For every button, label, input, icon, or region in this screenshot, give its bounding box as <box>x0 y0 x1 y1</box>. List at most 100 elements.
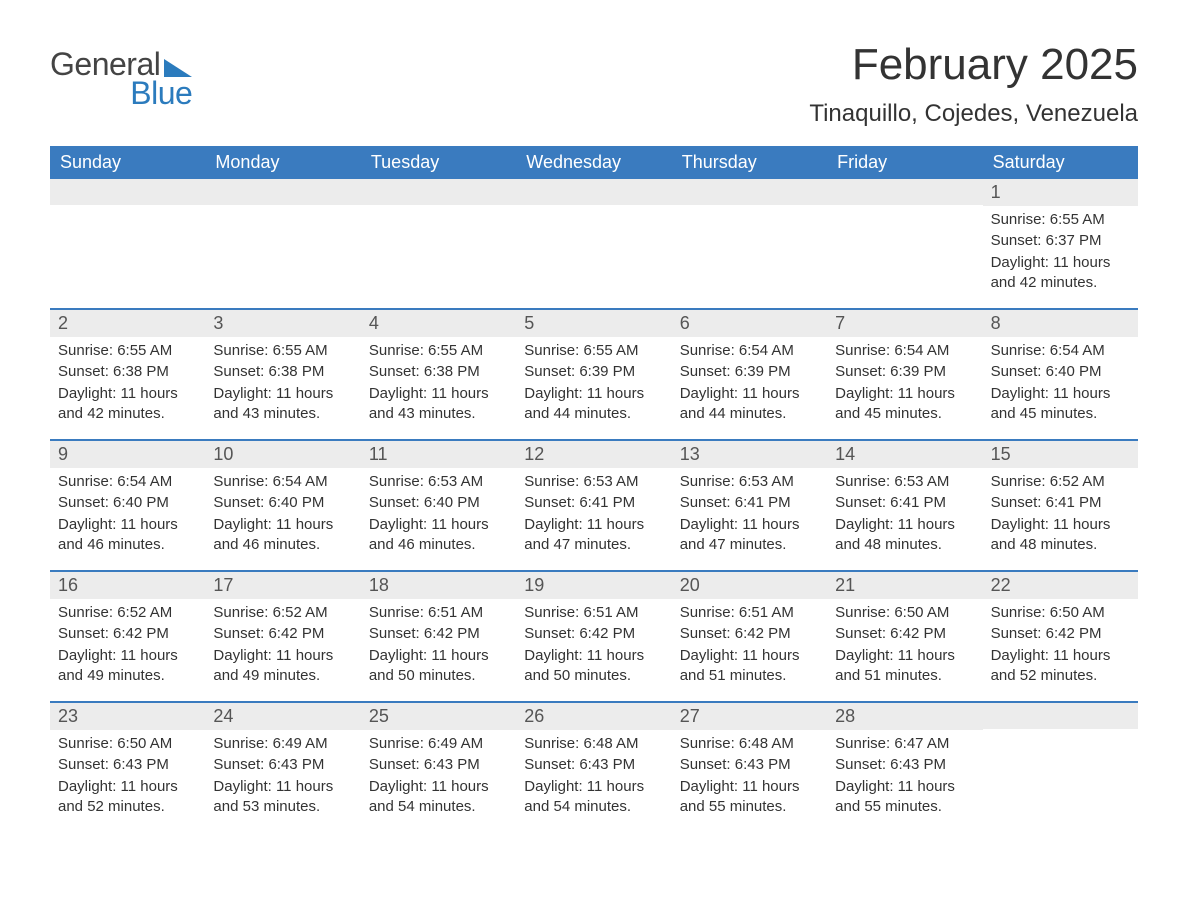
day-number: 2 <box>50 310 205 337</box>
day-info: Sunrise: 6:47 AMSunset: 6:43 PMDaylight:… <box>827 734 982 817</box>
calendar-day-cell <box>50 179 205 308</box>
calendar-day-cell: 27 Sunrise: 6:48 AMSunset: 6:43 PMDayligh… <box>672 703 827 832</box>
calendar-day-cell: 6Sunrise: 6:54 AMSunset: 6:39 PMDaylight… <box>672 310 827 439</box>
calendar-day-cell <box>827 179 982 308</box>
calendar-day-cell: 19 Sunrise: 6:51 AMSunset: 6:42 PMDayligh… <box>516 572 671 701</box>
calendar-day-cell: 9Sunrise: 6:54 AMSunset: 6:40 PMDaylight… <box>50 441 205 570</box>
day-info: Sunrise: 6:48 AMSunset: 6:43 PMDaylight:… <box>672 734 827 817</box>
calendar-day-cell: 16Sunrise: 6:52 AMSunset: 6:42 PMDayligh… <box>50 572 205 701</box>
location-subtitle: Tinaquillo, Cojedes, Venezuela <box>809 100 1138 128</box>
day-info: Sunrise: 6:50 AMSunset: 6:42 PMDaylight:… <box>827 603 982 686</box>
calendar-day-cell: 14Sunrise: 6:53 AMSunset: 6:41 PMDayligh… <box>827 441 982 570</box>
day-number: 12 <box>516 441 671 468</box>
sunset-line: Sunset: 6:41 PM <box>680 493 819 513</box>
calendar-day-cell: 24Sunrise: 6:49 AMSunset: 6:43 PMDayligh… <box>205 703 360 832</box>
day-info: Sunrise: 6:55 AMSunset: 6:38 PMDaylight:… <box>205 341 360 424</box>
calendar-day-cell <box>205 179 360 308</box>
sunrise-line: Sunrise: 6:55 AM <box>58 341 197 361</box>
day-info: Sunrise: 6:48 AMSunset: 6:43 PMDaylight:… <box>516 734 671 817</box>
calendar-day-cell: 1Sunrise: 6:55 AMSunset: 6:37 PMDaylight… <box>983 179 1138 308</box>
day-number: 24 <box>205 703 360 730</box>
sunrise-line: Sunrise: 6:51 AM <box>680 603 819 623</box>
daylight-line: Daylight: 11 hours and 45 minutes. <box>991 384 1130 425</box>
calendar-day-cell: 28Sunrise: 6:47 AMSunset: 6:43 PMDayligh… <box>827 703 982 832</box>
sunrise-line: Sunrise: 6:51 AM <box>369 603 508 623</box>
day-info: Sunrise: 6:55 AMSunset: 6:38 PMDaylight:… <box>50 341 205 424</box>
sunrise-line: Sunrise: 6:48 AM <box>524 734 663 754</box>
sunset-line: Sunset: 6:42 PM <box>835 624 974 644</box>
sunrise-line: Sunrise: 6:55 AM <box>213 341 352 361</box>
day-info: Sunrise: 6:53 AMSunset: 6:41 PMDaylight:… <box>672 472 827 555</box>
daylight-line: Daylight: 11 hours and 53 minutes. <box>213 777 352 818</box>
calendar-day-cell: 8Sunrise: 6:54 AMSunset: 6:40 PMDaylight… <box>983 310 1138 439</box>
day-number <box>361 179 516 205</box>
calendar-day-cell: 5Sunrise: 6:55 AMSunset: 6:39 PMDaylight… <box>516 310 671 439</box>
daylight-line: Daylight: 11 hours and 55 minutes. <box>680 777 819 818</box>
day-number: 23 <box>50 703 205 730</box>
sunrise-line: Sunrise: 6:52 AM <box>213 603 352 623</box>
day-info: Sunrise: 6:55 AMSunset: 6:38 PMDaylight:… <box>361 341 516 424</box>
title-block: February 2025 Tinaquillo, Cojedes, Venez… <box>809 40 1138 128</box>
sunrise-line: Sunrise: 6:54 AM <box>680 341 819 361</box>
sunset-line: Sunset: 6:42 PM <box>680 624 819 644</box>
sunrise-line: Sunrise: 6:50 AM <box>58 734 197 754</box>
weekday-header: Wednesday <box>516 146 671 179</box>
calendar: Sunday Monday Tuesday Wednesday Thursday… <box>50 146 1138 832</box>
day-number: 9 <box>50 441 205 468</box>
calendar-week-row: 9Sunrise: 6:54 AMSunset: 6:40 PMDaylight… <box>50 439 1138 570</box>
day-number: 22 <box>983 572 1138 599</box>
sunset-line: Sunset: 6:43 PM <box>680 755 819 775</box>
sunset-line: Sunset: 6:42 PM <box>369 624 508 644</box>
calendar-day-cell: 20Sunrise: 6:51 AMSunset: 6:42 PMDayligh… <box>672 572 827 701</box>
daylight-line: Daylight: 11 hours and 48 minutes. <box>991 515 1130 556</box>
daylight-line: Daylight: 11 hours and 44 minutes. <box>680 384 819 425</box>
sunrise-line: Sunrise: 6:55 AM <box>369 341 508 361</box>
daylight-line: Daylight: 11 hours and 54 minutes. <box>369 777 508 818</box>
calendar-day-cell: 23Sunrise: 6:50 AMSunset: 6:43 PMDayligh… <box>50 703 205 832</box>
day-number: 4 <box>361 310 516 337</box>
day-number: 19 <box>516 572 671 599</box>
logo: General Blue <box>50 40 192 112</box>
daylight-line: Daylight: 11 hours and 48 minutes. <box>835 515 974 556</box>
day-info: Sunrise: 6:53 AMSunset: 6:40 PMDaylight:… <box>361 472 516 555</box>
daylight-line: Daylight: 11 hours and 46 minutes. <box>58 515 197 556</box>
calendar-week-row: 1Sunrise: 6:55 AMSunset: 6:37 PMDaylight… <box>50 179 1138 308</box>
sunset-line: Sunset: 6:43 PM <box>835 755 974 775</box>
sunrise-line: Sunrise: 6:52 AM <box>58 603 197 623</box>
sunset-line: Sunset: 6:42 PM <box>213 624 352 644</box>
sunset-line: Sunset: 6:40 PM <box>991 362 1130 382</box>
calendar-day-cell: 18Sunrise: 6:51 AMSunset: 6:42 PMDayligh… <box>361 572 516 701</box>
calendar-day-cell: 26Sunrise: 6:48 AMSunset: 6:43 PMDayligh… <box>516 703 671 832</box>
day-number <box>516 179 671 205</box>
sunrise-line: Sunrise: 6:55 AM <box>524 341 663 361</box>
day-number: 27 <box>672 703 827 730</box>
sunset-line: Sunset: 6:38 PM <box>58 362 197 382</box>
sunrise-line: Sunrise: 6:53 AM <box>680 472 819 492</box>
weekday-header-row: Sunday Monday Tuesday Wednesday Thursday… <box>50 146 1138 179</box>
daylight-line: Daylight: 11 hours and 47 minutes. <box>680 515 819 556</box>
daylight-line: Daylight: 11 hours and 50 minutes. <box>524 646 663 687</box>
day-info: Sunrise: 6:55 AMSunset: 6:37 PMDaylight:… <box>983 210 1138 293</box>
sunrise-line: Sunrise: 6:54 AM <box>835 341 974 361</box>
calendar-day-cell: 13Sunrise: 6:53 AMSunset: 6:41 PMDayligh… <box>672 441 827 570</box>
calendar-week-row: 23Sunrise: 6:50 AMSunset: 6:43 PMDayligh… <box>50 701 1138 832</box>
calendar-day-cell: 12 Sunrise: 6:53 AMSunset: 6:41 PMDayligh… <box>516 441 671 570</box>
sunrise-line: Sunrise: 6:48 AM <box>680 734 819 754</box>
month-title: February 2025 <box>809 40 1138 90</box>
calendar-day-cell: 10Sunrise: 6:54 AMSunset: 6:40 PMDayligh… <box>205 441 360 570</box>
day-info: Sunrise: 6:49 AMSunset: 6:43 PMDaylight:… <box>361 734 516 817</box>
weekday-header: Sunday <box>50 146 205 179</box>
calendar-day-cell: 3Sunrise: 6:55 AMSunset: 6:38 PMDaylight… <box>205 310 360 439</box>
day-info: Sunrise: 6:52 AMSunset: 6:42 PMDaylight:… <box>50 603 205 686</box>
weekday-header: Tuesday <box>361 146 516 179</box>
sunset-line: Sunset: 6:41 PM <box>524 493 663 513</box>
daylight-line: Daylight: 11 hours and 51 minutes. <box>835 646 974 687</box>
day-number: 7 <box>827 310 982 337</box>
sunset-line: Sunset: 6:39 PM <box>680 362 819 382</box>
day-info: Sunrise: 6:53 AMSunset: 6:41 PMDaylight:… <box>516 472 671 555</box>
day-number: 20 <box>672 572 827 599</box>
sunset-line: Sunset: 6:42 PM <box>524 624 663 644</box>
daylight-line: Daylight: 11 hours and 52 minutes. <box>58 777 197 818</box>
day-number: 15 <box>983 441 1138 468</box>
day-info: Sunrise: 6:51 AMSunset: 6:42 PMDaylight:… <box>516 603 671 686</box>
